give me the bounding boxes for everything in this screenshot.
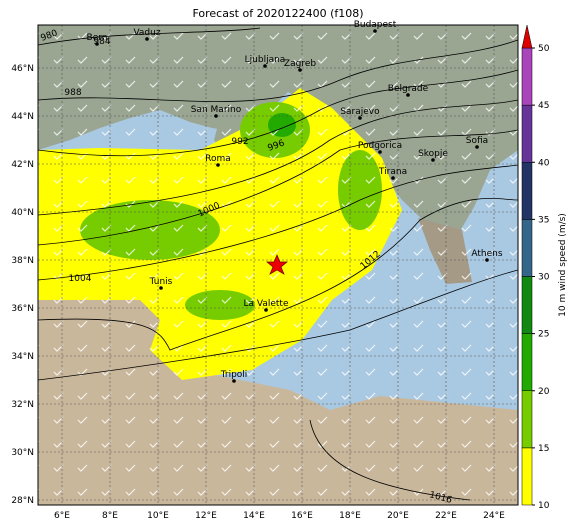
lon-label: 24°E: [483, 511, 505, 521]
city-dot: [216, 163, 220, 167]
isobar-label: 984: [93, 37, 110, 47]
city-dot: [95, 42, 99, 46]
city-label: Tripoli: [220, 370, 248, 380]
city-label: Sofia: [466, 136, 488, 146]
city-label: Podgorica: [358, 141, 402, 151]
map-area: [38, 25, 518, 505]
city-label: Ljubljana: [245, 55, 286, 65]
isobars: [38, 27, 518, 501]
colorbar-segment: [521, 47, 533, 106]
map-frame: [37, 24, 519, 506]
colorbar-segment: [521, 219, 533, 277]
city-label: Tirana: [378, 167, 407, 177]
city-dot: [378, 150, 382, 154]
colorbar-segment: [521, 276, 533, 334]
colorbar-label: 10 m wind speed (m/s): [558, 213, 568, 317]
city-dot: [298, 68, 302, 72]
city-label: Belgrade: [388, 84, 429, 94]
colorbar-tick-label: 25: [538, 330, 549, 340]
colorbar-tick-label: 20: [538, 387, 550, 397]
colorbar-tick-label: 15: [538, 444, 549, 454]
city-dot: [145, 37, 149, 41]
isobar-label: 1004: [69, 274, 92, 284]
city-label: La Valette: [244, 299, 289, 309]
city-label: Roma: [205, 154, 231, 164]
lon-label: 12°E: [195, 511, 217, 521]
lat-label: 40°N: [11, 208, 34, 218]
colorbar-tick-label: 35: [538, 215, 549, 225]
colorbar-segment: [521, 447, 533, 506]
lat-label: 32°N: [11, 400, 34, 410]
lon-label: 6°E: [54, 511, 70, 521]
colorbar-tick-label: 10: [538, 501, 550, 511]
colorbar-segment: [521, 162, 533, 220]
lon-label: 8°E: [102, 511, 118, 521]
city-label: Vaduz: [133, 28, 160, 38]
lon-label: 16°E: [291, 511, 313, 521]
lat-label: 34°N: [11, 352, 34, 362]
lon-label: 10°E: [147, 511, 169, 521]
lat-label: 44°N: [11, 112, 34, 122]
city-label: San Marino: [191, 105, 242, 115]
isobar-label: 988: [64, 88, 81, 98]
storm-marker: [266, 254, 288, 275]
graticule: [38, 25, 518, 505]
lat-label: 42°N: [11, 160, 34, 170]
city-dot: [214, 114, 218, 118]
lat-label: 36°N: [11, 304, 34, 314]
lat-label: 38°N: [11, 256, 34, 266]
lon-label: 18°E: [339, 511, 361, 521]
city-dot: [159, 286, 163, 290]
city-dot: [406, 93, 410, 97]
city-label: Athens: [471, 249, 502, 259]
colorbar-tick-label: 45: [538, 101, 549, 111]
city-dot: [431, 158, 435, 162]
colorbar-tick-label: 30: [538, 273, 550, 283]
colorbar-segment: [521, 333, 533, 391]
colorbar-segment: [521, 104, 533, 163]
colorbar-segment: [521, 390, 533, 449]
city-label: Tunis: [149, 277, 173, 287]
city-label: Sarajevo: [340, 107, 380, 117]
city-dot: [358, 116, 362, 120]
city-dot: [263, 64, 267, 68]
colorbar-extend: [521, 24, 533, 49]
lat-label: 46°N: [11, 64, 34, 74]
colorbar-tick-label: 40: [538, 158, 550, 168]
city-dot: [391, 176, 395, 180]
lat-label: 28°N: [11, 496, 34, 506]
city-dot: [485, 258, 489, 262]
city-dot: [373, 29, 377, 33]
city-label: Skopje: [418, 149, 448, 159]
city-dot: [232, 379, 236, 383]
colorbar-tick-label: 50: [538, 44, 550, 54]
lon-label: 22°E: [435, 511, 457, 521]
lat-label: 30°N: [11, 448, 34, 458]
city-label: Bern: [87, 33, 108, 43]
lon-label: 20°E: [387, 511, 409, 521]
map-title: Forecast of 2020122400 (f108): [192, 7, 363, 20]
city-dot: [264, 308, 268, 312]
city-label: Budapest: [354, 20, 397, 30]
city-dot: [475, 145, 479, 149]
isobar-label: 992: [231, 137, 248, 147]
lon-label: 14°E: [243, 511, 265, 521]
city-label: Zagreb: [284, 59, 316, 69]
